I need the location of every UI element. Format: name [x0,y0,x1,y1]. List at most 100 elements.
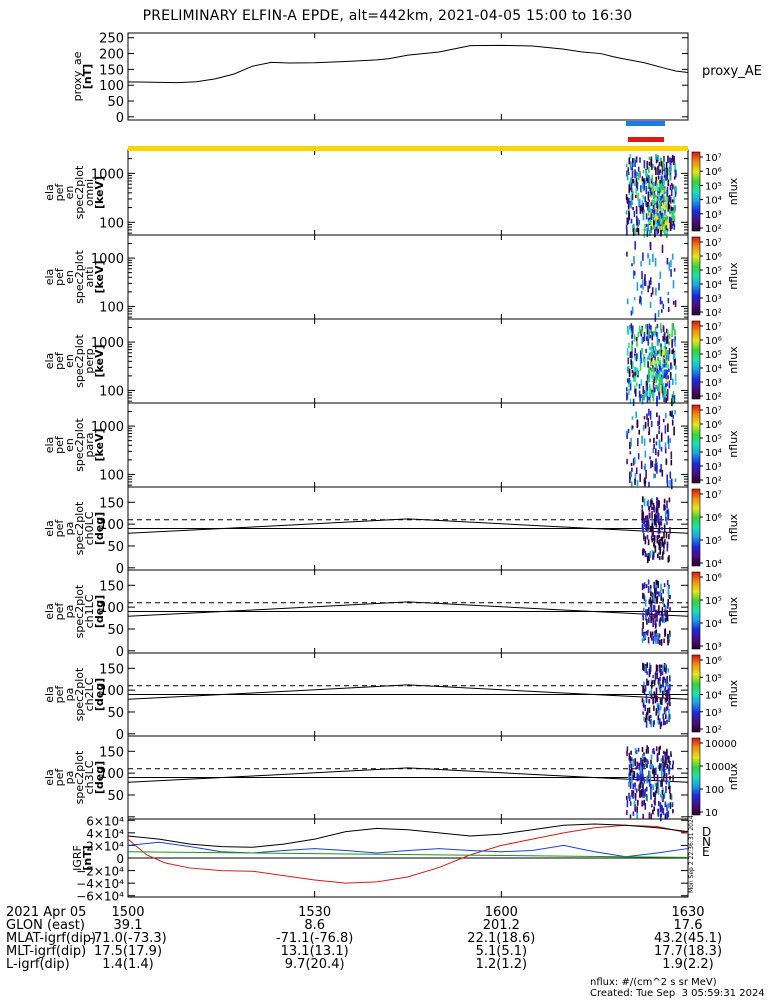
spectrogram-pixel [673,205,676,214]
spectrogram-pixel [655,197,657,202]
spectrogram-pixel [638,762,640,766]
panel-frame-en-omni [127,149,689,236]
colorbar-tick-label: 10³ [705,462,722,473]
spectrogram-pixel [661,300,663,304]
spectrogram-pixel [653,605,656,613]
spectrogram-pixel [661,359,664,364]
spectrogram-pixel [661,763,664,768]
spectrogram-pixel [666,474,668,484]
spectrogram-pixel [652,192,655,197]
spectrogram-pixel [654,313,657,322]
spectrogram-pixel [668,555,670,562]
spectrogram-pixel [643,548,645,553]
spectrogram-pixel [661,190,664,195]
spectrogram-pixel [654,545,657,553]
spectrogram-pixel [655,287,657,296]
spectrogram-pixel [645,348,647,353]
spectrogram-pixel [651,185,654,189]
spectrogram-pixel [653,213,656,218]
orbit-row: GLON (east) 39.1 8.6 201.2 17.6 [0,919,775,932]
spectrogram-pixel [648,431,650,435]
spectrogram-pixel [635,766,637,770]
spectrogram-pixel [631,771,634,778]
spectrogram-pixel [647,522,650,530]
spectrogram-pixel [648,553,650,562]
colorbar-tick-label: 10² [705,308,722,319]
spectrogram-pixel [648,699,651,704]
spectrogram-pixel [643,533,645,540]
spectrogram-pixel [655,629,658,634]
spectrogram-pixel [660,758,663,762]
spectrogram-pixel [669,206,671,215]
spectrogram-pixel [634,758,637,766]
spectrogram-pixel [656,180,659,185]
spectrogram-pixel [660,464,662,472]
spectrogram-pixel [646,178,648,182]
spectrogram-pixel [644,536,647,545]
ylabel-line: ela [43,686,56,703]
spectrogram-pixel [666,689,668,697]
colorbar-en-omni [691,151,701,232]
spectrogram-pixel [631,326,633,332]
spectrogram-pixel [652,217,655,222]
spectrogram-pixel [651,767,654,774]
spectrogram-pixel [667,435,670,444]
spectrogram-pixel [669,194,671,202]
spectrogram-pixel [662,787,664,792]
spectrogram-pixel [652,531,655,537]
spectrogram-pixel [658,339,660,343]
spectrogram-pixel [665,175,667,181]
igrf-legend-D: D [702,825,711,839]
colorbar-en-anti [691,236,701,316]
ylabel-line: ela [43,269,56,286]
spectrogram-pixel [640,461,643,469]
spectrogram-pixel [637,438,639,446]
spectrogram-pixel [674,340,676,347]
spectrogram-pixel [672,221,675,226]
spectrogram-pixel [654,592,657,598]
spectrogram-pixel [642,279,644,288]
spectrogram-pixel [643,160,646,169]
spectrogram-pixel [662,794,665,799]
spectrogram-pixel [645,385,647,391]
orbit-row-value: 1.4(1.4) [102,957,154,972]
spectrogram-pixel [657,193,659,201]
spectrogram-pixel [629,201,631,205]
spectrogram-pixel [666,521,668,525]
colorbar-tick-label: 10³ [705,210,722,221]
spectrogram-pixel [646,609,649,616]
spectrogram-pixel [647,519,650,526]
spectrogram-pixel [642,424,645,431]
spectrogram-pixel [662,598,664,602]
spectrogram-pixel [663,603,666,608]
spectrogram-pixel [648,617,650,623]
spectrogram-pixel [625,164,628,168]
spectrogram-pixel [634,748,637,754]
spectrogram-pixel [653,220,655,229]
spectrogram-pixel [631,425,634,429]
spectrogram-pixel [643,778,646,784]
igrf-line-N [127,841,689,858]
side-timestamp: Mon Sep 2 22:36:31 2024 [688,815,695,893]
spectrogram-pixel [664,721,666,725]
spectrogram-pixel [644,196,646,203]
spectrogram-pixel [647,202,649,211]
colorbar-tick-label: 10³ [705,642,722,653]
spectrogram-pixel [657,225,660,234]
y-tick-label: −6×10⁴ [76,890,124,904]
spectrogram-pixel [665,698,668,702]
spectrogram-pixel [662,382,665,387]
spectrogram-pixel [662,357,665,361]
spectrogram-pixel [669,786,671,794]
spectrogram-pixel [644,756,646,763]
spectrogram-pixel [656,223,659,228]
ylabel-line: en [63,270,76,284]
spectrogram-pixel [629,814,632,819]
spectrogram-pixel [625,224,628,230]
spectrogram-pixel [669,683,671,691]
spectrogram-pixel [647,746,649,754]
spectrogram-pixel [670,478,673,485]
orbit-info-table: 2021 Apr 05 1500 1530 1600 1630 GLON (east) 39… [0,906,775,971]
spectrogram-pixel [657,383,660,388]
spectrogram-pixel [648,355,650,360]
